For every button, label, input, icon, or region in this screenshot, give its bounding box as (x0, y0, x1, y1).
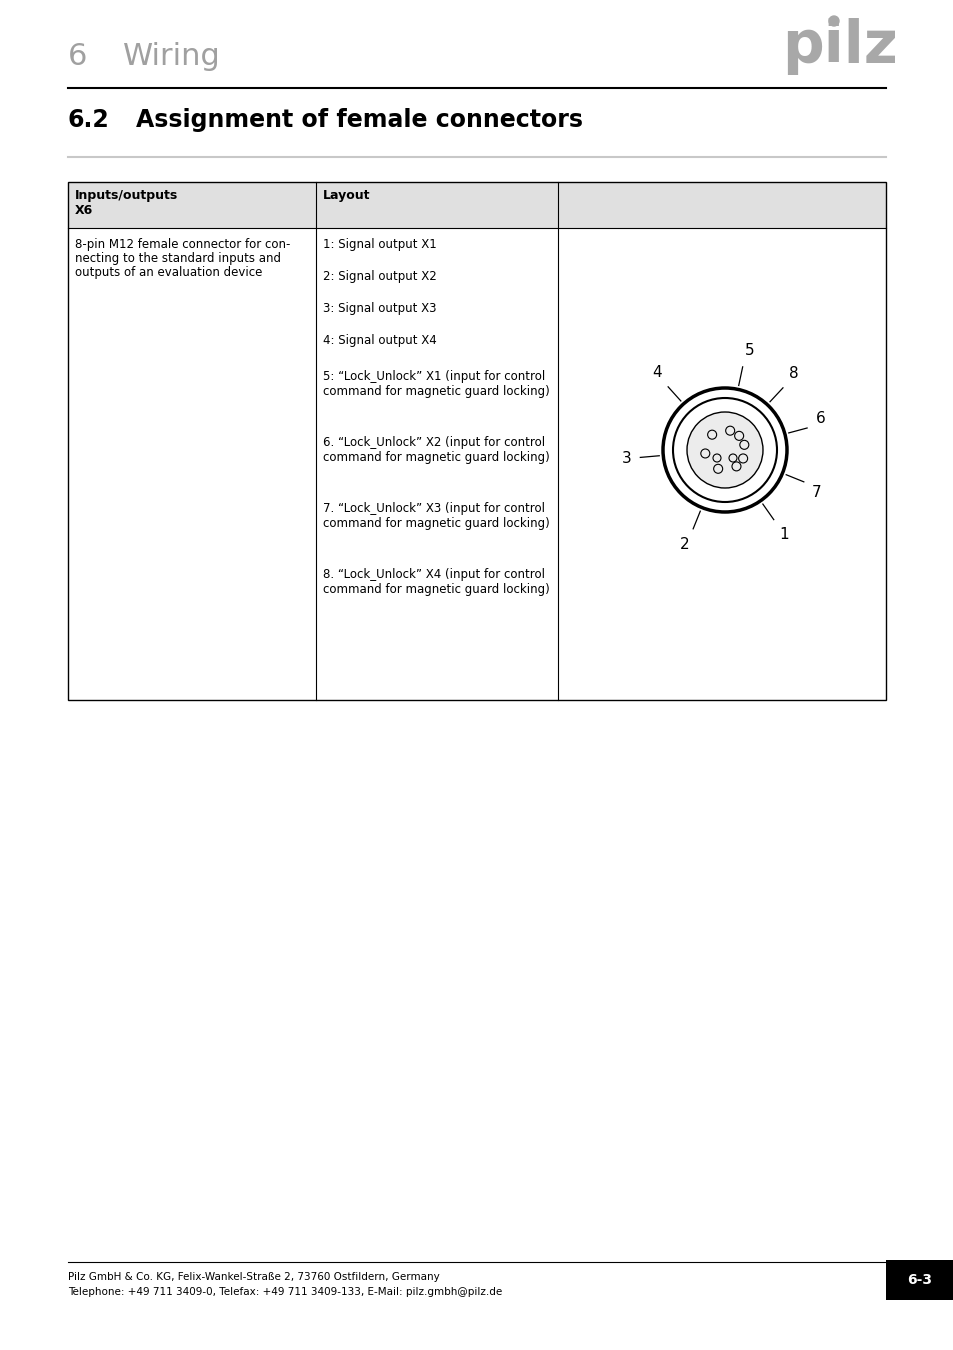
Text: 1: Signal output X1: 1: Signal output X1 (323, 238, 436, 251)
Bar (68, 182, 885, 228)
Text: 6. “Lock_Unlock” X2 (input for control
command for magnetic guard locking): 6. “Lock_Unlock” X2 (input for control c… (323, 436, 549, 464)
Text: 6-3: 6-3 (906, 1273, 931, 1287)
Text: 1: 1 (778, 526, 788, 541)
Text: 8. “Lock_Unlock” X4 (input for control
command for magnetic guard locking): 8. “Lock_Unlock” X4 (input for control c… (323, 568, 549, 595)
Text: 4: Signal output X4: 4: Signal output X4 (323, 333, 436, 347)
Text: 6: 6 (815, 410, 824, 425)
Text: 8: 8 (788, 366, 798, 381)
Bar (68, 228, 885, 701)
Text: 3: 3 (621, 451, 631, 466)
Text: Layout: Layout (323, 189, 370, 202)
Text: 7. “Lock_Unlock” X3 (input for control
command for magnetic guard locking): 7. “Lock_Unlock” X3 (input for control c… (323, 502, 549, 531)
Text: 7: 7 (811, 485, 821, 501)
Text: Pilz GmbH & Co. KG, Felix-Wankel-Straße 2, 73760 Ostfildern, Germany: Pilz GmbH & Co. KG, Felix-Wankel-Straße … (68, 1272, 439, 1282)
Text: 2: 2 (679, 537, 689, 552)
Text: 5: 5 (743, 343, 754, 358)
Text: pilz: pilz (781, 18, 897, 76)
Text: 6.2: 6.2 (68, 108, 110, 132)
Text: X6: X6 (75, 204, 93, 217)
Text: Wiring: Wiring (123, 42, 220, 72)
Bar (885, 1260, 953, 1300)
Circle shape (686, 412, 762, 487)
Bar (68, 182, 885, 701)
Text: Assignment of female connectors: Assignment of female connectors (136, 108, 582, 132)
Text: 8-pin M12 female connector for con-: 8-pin M12 female connector for con- (75, 238, 290, 251)
Circle shape (672, 398, 776, 502)
Text: 3: Signal output X3: 3: Signal output X3 (323, 302, 436, 315)
Text: 2: Signal output X2: 2: Signal output X2 (323, 270, 436, 284)
Text: 6: 6 (68, 42, 88, 72)
Text: 4: 4 (652, 364, 661, 381)
Text: outputs of an evaluation device: outputs of an evaluation device (75, 266, 262, 279)
Text: Telephone: +49 711 3409-0, Telefax: +49 711 3409-133, E-Mail: pilz.gmbh@pilz.de: Telephone: +49 711 3409-0, Telefax: +49 … (68, 1287, 501, 1297)
Text: Inputs/outputs: Inputs/outputs (75, 189, 178, 202)
Circle shape (828, 16, 838, 26)
Text: 5: “Lock_Unlock” X1 (input for control
command for magnetic guard locking): 5: “Lock_Unlock” X1 (input for control c… (323, 370, 549, 398)
Text: necting to the standard inputs and: necting to the standard inputs and (75, 252, 281, 265)
